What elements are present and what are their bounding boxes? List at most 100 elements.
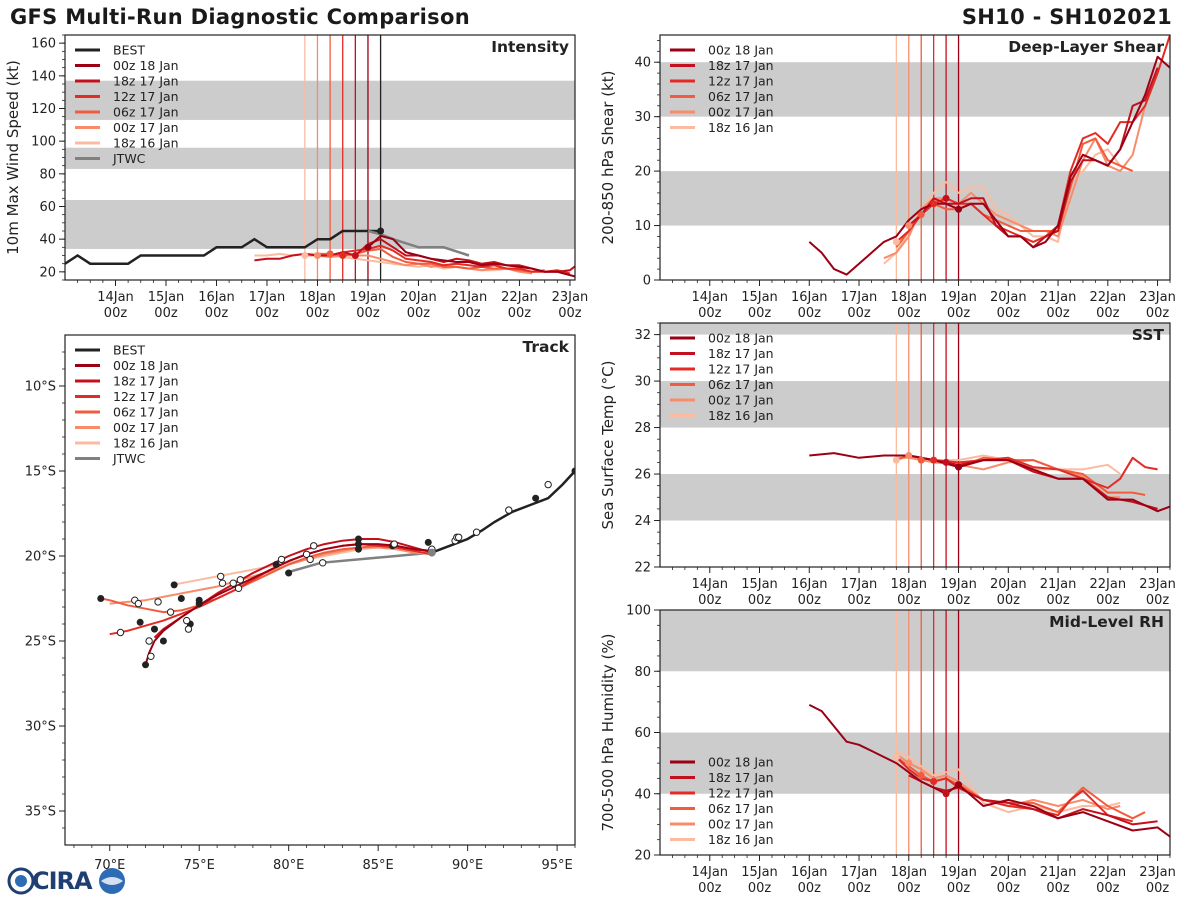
track-marker-open: [472, 528, 481, 536]
x-tick-hour-label: 00z: [1146, 306, 1170, 321]
run-init-marker: [301, 252, 309, 259]
rh-legend-label: 00z 17 Jan: [708, 817, 774, 832]
plot-area: [65, 35, 575, 280]
track-marker-filled: [424, 538, 432, 546]
track-marker-filled: [142, 661, 150, 669]
run-series-4: [896, 456, 1121, 499]
x-tick-day-label: 23Jan: [1139, 290, 1176, 305]
shaded-band: [65, 147, 575, 169]
run-init-marker: [955, 463, 963, 471]
shear-legend-label: 18z 16 Jan: [708, 120, 774, 135]
x-tick-label: 75°E: [184, 858, 215, 873]
y-tick-label: 100: [31, 135, 56, 150]
track-marker-open: [116, 628, 125, 637]
run-init-marker: [892, 456, 900, 464]
x-tick-day-label: 19Jan: [940, 290, 977, 305]
run-init-marker: [930, 200, 938, 208]
x-tick-day-label: 14Jan: [97, 290, 134, 305]
x-tick-hour-label: 00z: [1096, 306, 1120, 321]
x-tick-hour-label: 00z: [356, 306, 380, 321]
shear-legend-label: 00z 18 Jan: [708, 43, 774, 58]
run-init-marker: [364, 243, 372, 251]
plot-area: [660, 610, 1170, 855]
run-init-marker: [339, 252, 347, 259]
y-tick-label: 60: [39, 200, 56, 215]
x-tick-day-label: 17Jan: [841, 577, 878, 592]
x-tick-label: 90°E: [452, 858, 483, 873]
run-track-5: [172, 546, 432, 586]
track-marker-open: [306, 555, 314, 564]
run-init-marker: [942, 194, 950, 202]
rh-legend-label: 00z 18 Jan: [708, 755, 774, 770]
x-tick-day-label: 17Jan: [841, 290, 878, 305]
run-init-marker: [942, 458, 950, 466]
x-tick-day-label: 21Jan: [1040, 865, 1077, 880]
run-track-4: [109, 546, 432, 605]
x-tick-day-label: 14Jan: [691, 577, 728, 592]
page-title: GFS Multi-Run Diagnostic Comparison: [10, 5, 470, 29]
y-tick-label: 80: [39, 167, 56, 182]
rh-legend-label: 06z 17 Jan: [708, 801, 774, 816]
run-track-0: [144, 543, 432, 666]
panel-title: SST: [1132, 326, 1165, 344]
x-tick-day-label: 16Jan: [791, 577, 828, 592]
x-tick-day-label: 17Jan: [841, 865, 878, 880]
track-marker-open: [154, 598, 162, 606]
x-tick-day-label: 21Jan: [1040, 577, 1077, 592]
y-tick-label: 60: [634, 726, 651, 741]
x-tick-day-label: 18Jan: [299, 290, 336, 305]
run-init-marker: [351, 252, 359, 259]
y-tick-label: 20: [634, 165, 651, 180]
y-tick-label: 40: [634, 787, 651, 802]
track-marker-open: [390, 540, 398, 548]
track-marker-filled: [354, 545, 362, 553]
shear-legend-label: 06z 17 Jan: [708, 89, 774, 104]
sst-legend-label: 06z 17 Jan: [708, 377, 774, 392]
sst-legend-label: 18z 17 Jan: [708, 346, 774, 361]
track-legend-label: 00z 17 Jan: [113, 420, 179, 435]
x-tick-hour-label: 00z: [1046, 593, 1070, 608]
x-tick-day-label: 18Jan: [890, 577, 927, 592]
x-tick-hour-label: 00z: [748, 881, 772, 896]
y-tick-label: 30°S: [25, 720, 56, 735]
track-marker-open: [544, 480, 552, 489]
track-marker-jtwc: [427, 548, 436, 557]
rh-legend-label: 12z 17 Jan: [708, 786, 774, 801]
intensity-legend-label: 18z 16 Jan: [113, 136, 179, 151]
track-marker-filled: [136, 618, 144, 626]
run-init-marker: [892, 238, 900, 246]
x-tick-hour-label: 00z: [997, 306, 1021, 321]
x-tick-day-label: 20Jan: [990, 577, 1027, 592]
x-tick-day-label: 15Jan: [741, 865, 778, 880]
track-marker-open: [166, 608, 175, 616]
x-tick-hour-label: 00z: [798, 306, 822, 321]
y-tick-label: 26: [634, 468, 651, 483]
x-tick-hour-label: 00z: [698, 306, 722, 321]
x-tick-hour-label: 00z: [847, 306, 871, 321]
track-marker-open: [218, 579, 227, 587]
plot-area: [660, 35, 1170, 280]
plot-area: [660, 323, 1170, 567]
x-tick-hour-label: 00z: [748, 593, 772, 608]
x-tick-hour-label: 00z: [897, 306, 921, 321]
run-init-marker: [955, 781, 963, 789]
best-track-series: [65, 229, 381, 265]
x-tick-day-label: 20Jan: [990, 290, 1027, 305]
run-series-0: [808, 55, 1170, 276]
x-tick-hour-label: 00z: [997, 593, 1021, 608]
intensity-legend-label: JTWC: [112, 151, 146, 166]
x-tick-hour-label: 00z: [947, 593, 971, 608]
y-tick-label: 30: [634, 375, 651, 390]
track-legend-label: 18z 17 Jan: [113, 374, 179, 389]
y-tick-label: 20: [634, 849, 651, 864]
x-tick-day-label: 20Jan: [990, 865, 1027, 880]
x-tick-hour-label: 00z: [798, 593, 822, 608]
track-marker-open: [236, 576, 245, 584]
run-init-marker: [892, 753, 900, 761]
x-tick-day-label: 16Jan: [791, 290, 828, 305]
x-tick-hour-label: 00z: [897, 881, 921, 896]
run-init-marker: [917, 771, 925, 779]
track-marker-open: [454, 533, 463, 541]
shaded-band: [660, 62, 1170, 117]
